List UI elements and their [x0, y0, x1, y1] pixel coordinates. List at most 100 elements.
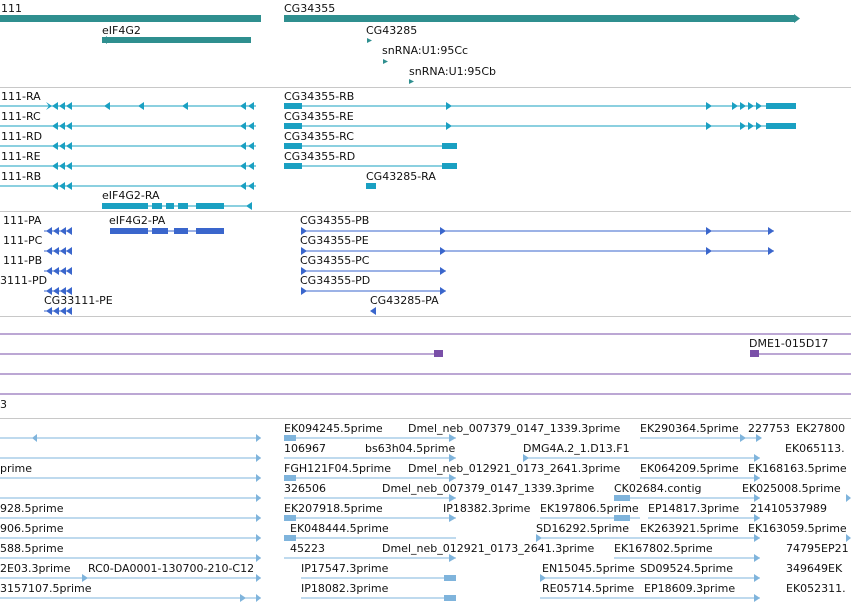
est-label[interactable]: EP14817.3prime [648, 502, 739, 515]
transcript-cg34355-rd[interactable] [284, 163, 457, 169]
protein-label-cg34355-pb[interactable]: CG34355-PB [300, 214, 369, 227]
est-feature[interactable] [256, 594, 261, 602]
protein-eif4g2-pa[interactable] [110, 228, 224, 234]
transcript-111-rc[interactable] [0, 122, 256, 130]
gene-bar-cg34355[interactable] [284, 15, 794, 22]
est-feature[interactable] [256, 434, 261, 442]
est-label[interactable]: 21410537989 [750, 502, 827, 515]
transcript-label-111-ra[interactable]: 111-RA [1, 90, 41, 103]
est-feature[interactable] [754, 454, 760, 462]
est-feature[interactable] [444, 595, 456, 601]
gene-bar-snrna-u1-95cb[interactable] [409, 79, 414, 84]
protein-label-111-pa[interactable]: 111-PA [3, 214, 42, 227]
est-feature[interactable] [756, 434, 762, 442]
est-label[interactable]: IP18382.3prime [443, 502, 531, 515]
est-label[interactable]: EK207918.5prime [284, 502, 383, 515]
est-label[interactable]: EK052311. [786, 582, 846, 595]
protein-label-cg33111-pe[interactable]: CG33111-PE [44, 294, 113, 307]
est-label[interactable]: EN15045.5prime [542, 562, 635, 575]
protein-111-pc[interactable] [44, 247, 72, 255]
est-label[interactable]: EK065113. [785, 442, 845, 455]
protein-label-3111-pd[interactable]: 3111-PD [0, 274, 47, 287]
est-label[interactable]: EP18609.3prime [644, 582, 735, 595]
transcript-111-rb[interactable] [0, 182, 256, 190]
est-label[interactable]: 227753 [748, 422, 790, 435]
est-label[interactable]: RC0-DA0001-130700-210-C12 [88, 562, 254, 575]
transcript-label-111-rc[interactable]: 111-RC [1, 110, 41, 123]
est-feature[interactable] [256, 474, 261, 482]
est-feature[interactable] [846, 494, 851, 502]
est-feature[interactable] [754, 574, 760, 582]
est-feature[interactable] [740, 434, 746, 442]
est-feature[interactable] [256, 514, 261, 522]
protein-cg34355-pe[interactable] [301, 247, 774, 255]
gene-bar-snrna-u1-95cc[interactable] [383, 59, 388, 64]
gene-label-eif4g2[interactable]: eIF4G2 [102, 24, 141, 37]
est-label[interactable]: 3157107.5prime [0, 582, 92, 595]
protein-label-111-pc[interactable]: 111-PC [3, 234, 43, 247]
protein-111-pb[interactable] [44, 267, 72, 275]
transcript-cg34355-rb[interactable] [284, 102, 796, 110]
est-feature[interactable] [846, 534, 851, 542]
clone-end-marker[interactable] [434, 350, 443, 357]
est-feature[interactable] [449, 494, 456, 502]
protein-label-eif4g2-pa[interactable]: eIF4G2-PA [109, 214, 166, 227]
transcript-label-cg34355-re[interactable]: CG34355-RE [284, 110, 354, 123]
protein-cg34355-pc[interactable] [301, 267, 446, 275]
transcript-eif4g2-ra[interactable] [102, 202, 252, 210]
est-feature[interactable] [256, 534, 261, 542]
est-feature[interactable] [540, 574, 546, 582]
est-feature[interactable] [240, 594, 246, 602]
est-label[interactable]: Dmel_neb_007379_0147_1339.3prime [382, 482, 594, 495]
transcript-111-re[interactable] [0, 162, 256, 170]
gene-bar-eif4g2[interactable] [102, 37, 251, 43]
est-label[interactable]: IP17547.3prime [301, 562, 389, 575]
transcript-111-rd[interactable] [0, 142, 256, 150]
est-label[interactable]: EK094245.5prime [284, 422, 383, 435]
est-feature[interactable] [523, 454, 529, 462]
est-label[interactable]: 906.5prime [0, 522, 64, 535]
est-label[interactable]: Dmel_neb_007379_0147_1339.3prime [408, 422, 620, 435]
est-feature[interactable] [256, 454, 261, 462]
est-feature[interactable] [449, 554, 456, 562]
est-feature[interactable] [256, 574, 261, 582]
est-feature[interactable] [754, 534, 760, 542]
est-label[interactable]: Dmel_neb_012921_0173_2641.3prime [408, 462, 620, 475]
transcript-label-111-re[interactable]: 111-RE [1, 150, 41, 163]
transcript-cg43285-ra[interactable] [366, 183, 376, 189]
est-label[interactable]: EK167802.5prime [614, 542, 713, 555]
gene-label-111[interactable]: 111 [1, 2, 22, 15]
est-label[interactable]: EK064209.5prime [640, 462, 739, 475]
protein-cg34355-pb[interactable] [301, 227, 774, 235]
est-feature[interactable] [82, 574, 88, 582]
protein-cg34355-pd[interactable] [301, 287, 446, 295]
est-feature[interactable] [449, 514, 456, 522]
protein-cg33111-pe[interactable] [44, 307, 72, 315]
transcript-label-111-rd[interactable]: 111-RD [1, 130, 42, 143]
transcript-cg34355-rc[interactable] [284, 143, 457, 149]
est-feature[interactable] [32, 434, 37, 442]
est-label[interactable]: EK263921.5prime [640, 522, 739, 535]
est-label[interactable]: IP18082.3prime [301, 582, 389, 595]
protein-label-cg43285-pa[interactable]: CG43285-PA [370, 294, 439, 307]
est-label[interactable]: DMG4A.2_1.D13.F1 [523, 442, 630, 455]
est-label[interactable]: 349649EK [786, 562, 843, 575]
transcript-label-cg34355-rc[interactable]: CG34355-RC [284, 130, 354, 143]
est-label[interactable]: 2E03.3prime [0, 562, 71, 575]
transcript-label-cg43285-ra[interactable]: CG43285-RA [366, 170, 436, 183]
est-label[interactable]: EK27800 [796, 422, 845, 435]
est-feature[interactable] [449, 434, 456, 442]
est-label[interactable]: 106967 [284, 442, 326, 455]
est-label[interactable]: EK025008.5prime [742, 482, 841, 495]
transcript-111-ra[interactable] [0, 102, 256, 110]
est-label[interactable]: 928.5prime [0, 502, 64, 515]
est-label[interactable]: 326506 [284, 482, 326, 495]
transcript-label-111-rb[interactable]: 111-RB [1, 170, 41, 183]
est-feature[interactable] [614, 515, 630, 521]
transcript-label-cg34355-rd[interactable]: CG34355-RD [284, 150, 355, 163]
est-feature[interactable] [449, 454, 456, 462]
transcript-label-eif4g2-ra[interactable]: eIF4G2-RA [102, 189, 160, 202]
est-label[interactable]: CK02684.contig [614, 482, 701, 495]
protein-label-cg34355-pd[interactable]: CG34355-PD [300, 274, 370, 287]
protein-label-cg34355-pe[interactable]: CG34355-PE [300, 234, 369, 247]
